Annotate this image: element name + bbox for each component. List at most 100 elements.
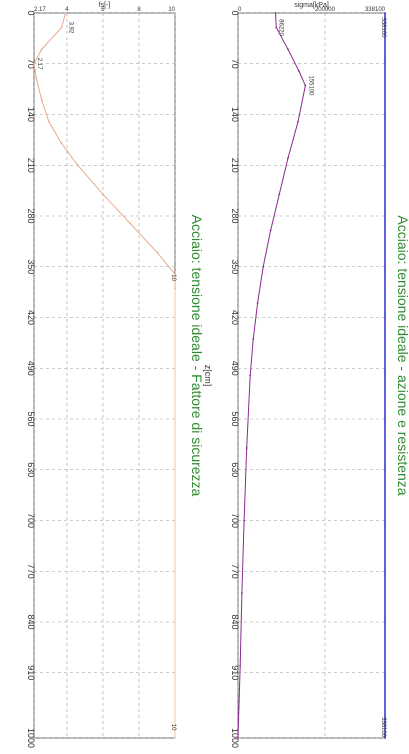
x-tick-label: 350 — [26, 259, 36, 274]
x-tick-label: 1000 — [26, 728, 36, 748]
plot-frame — [237, 12, 386, 739]
data-point — [287, 48, 289, 51]
data-point — [262, 265, 265, 268]
data-point — [278, 193, 281, 196]
x-tick-label: 700 — [26, 513, 36, 528]
x-tick-label: 350 — [230, 259, 240, 274]
y-tick-label: 4 — [65, 7, 69, 13]
x-tick-label: 840 — [230, 614, 240, 629]
x-tick-label: 770 — [230, 564, 240, 579]
data-label: 2.17 — [36, 58, 42, 70]
data-point — [237, 737, 239, 739]
data-label: 338100 — [380, 717, 386, 738]
y-tick-label: 200000 — [315, 7, 336, 13]
x-tick-label: 840 — [26, 614, 36, 629]
annotations: 3.92 2.17 10 10 — [36, 22, 176, 731]
x-tick-label: 210 — [26, 158, 36, 173]
y-tick-labels: 0 200000 338100 — [238, 7, 386, 13]
x-tick-label: 210 — [230, 158, 240, 173]
data-point — [76, 164, 79, 167]
x-tick-label: 1000 — [230, 728, 240, 748]
data-point — [102, 193, 104, 196]
data-point — [274, 12, 277, 14]
annotations: 86220 155100 338100 338100 — [277, 17, 386, 737]
data-point — [245, 447, 248, 449]
x-tick-label: 910 — [26, 665, 36, 680]
data-point — [249, 374, 252, 377]
data-point — [297, 120, 299, 123]
stress-chart: 0 70 140 210 280 350 420 490 560 630 700 770 840 910 1… — [230, 2, 409, 748]
data-point — [156, 251, 158, 254]
data-point — [241, 592, 243, 594]
series-line — [237, 12, 306, 739]
chart-title: Acciaio: tensione ideale - Fattore di si… — [189, 215, 205, 497]
data-point — [275, 26, 278, 29]
series-line — [33, 12, 176, 289]
y-tick-label: 8 — [137, 7, 141, 13]
x-tick-label: 280 — [230, 208, 240, 223]
x-tick-label: 420 — [230, 310, 240, 325]
plot-frame — [33, 12, 176, 739]
x-tick-label: 420 — [26, 310, 36, 325]
data-point — [287, 157, 289, 159]
data-label: 10 — [170, 724, 176, 731]
data-label: 338100 — [380, 17, 386, 38]
data-point — [269, 229, 272, 232]
x-tick-label: 490 — [26, 361, 36, 376]
x-tick-label: 70 — [26, 59, 36, 69]
data-point — [40, 99, 43, 101]
x-tick-label: 770 — [26, 564, 36, 579]
x-tick-label: 0 — [230, 10, 240, 15]
y-tick-label: 10 — [168, 7, 175, 13]
data-point — [33, 62, 35, 65]
y-tick-label: 2.17 — [34, 7, 46, 13]
data-point — [174, 287, 176, 290]
data-point — [297, 70, 300, 72]
data-point — [64, 12, 67, 14]
data-point — [252, 338, 255, 341]
y-tick-labels: 2.17 4 6 8 10 — [34, 7, 176, 13]
chart-title: Acciaio: tensione ideale - azione e resi… — [395, 215, 409, 495]
x-tick-label: 280 — [26, 208, 36, 223]
x-tick-label: 0 — [26, 10, 36, 15]
data-point — [384, 12, 386, 14]
data-point — [60, 142, 63, 145]
data-point — [239, 664, 242, 667]
y-axis-label: sigma[kPa] — [294, 2, 329, 9]
data-point — [174, 737, 176, 739]
data-point — [384, 737, 386, 739]
data-point — [304, 84, 307, 87]
x-tick-label: 630 — [230, 462, 240, 477]
data-point — [243, 519, 245, 522]
data-point — [256, 302, 259, 304]
x-tick-label: 700 — [230, 513, 240, 528]
x-tick-label: 140 — [26, 107, 36, 122]
data-label: 86220 — [277, 19, 283, 36]
data-point — [129, 222, 131, 225]
series-lines — [237, 12, 386, 739]
x-tick-labels: 0 70 140 210 280 350 420 490 560 630 700 770 840 910 1… — [26, 10, 36, 748]
data-label: 10 — [170, 274, 176, 281]
x-tick-label: 910 — [230, 665, 240, 680]
x-tick-label: 140 — [230, 107, 240, 122]
data-point — [40, 48, 43, 51]
x-tick-label: 70 — [230, 59, 240, 69]
data-label: 155100 — [307, 75, 313, 96]
y-tick-label: 338100 — [365, 7, 386, 13]
x-tick-labels: 0 70 140 210 280 350 420 490 560 630 700 770 840 910 1… — [230, 10, 240, 748]
y-tick-label: 6 — [101, 7, 105, 13]
data-label: 3.92 — [68, 22, 74, 34]
data-point — [174, 273, 176, 275]
safety-factor-chart: 0 70 140 210 280 350 420 490 560 630 700 770 840 910 1… — [26, 2, 213, 748]
x-tick-label: 560 — [230, 411, 240, 426]
data-point — [48, 120, 50, 123]
series-lines — [33, 12, 176, 739]
y-axis-label: fs[-] — [99, 2, 111, 9]
data-point — [60, 26, 63, 29]
x-tick-label: 630 — [26, 462, 36, 477]
x-tick-label: 490 — [230, 361, 240, 376]
data-point — [35, 77, 38, 80]
x-axis-label: z[cm] — [203, 365, 213, 387]
x-tick-label: 560 — [26, 411, 36, 426]
